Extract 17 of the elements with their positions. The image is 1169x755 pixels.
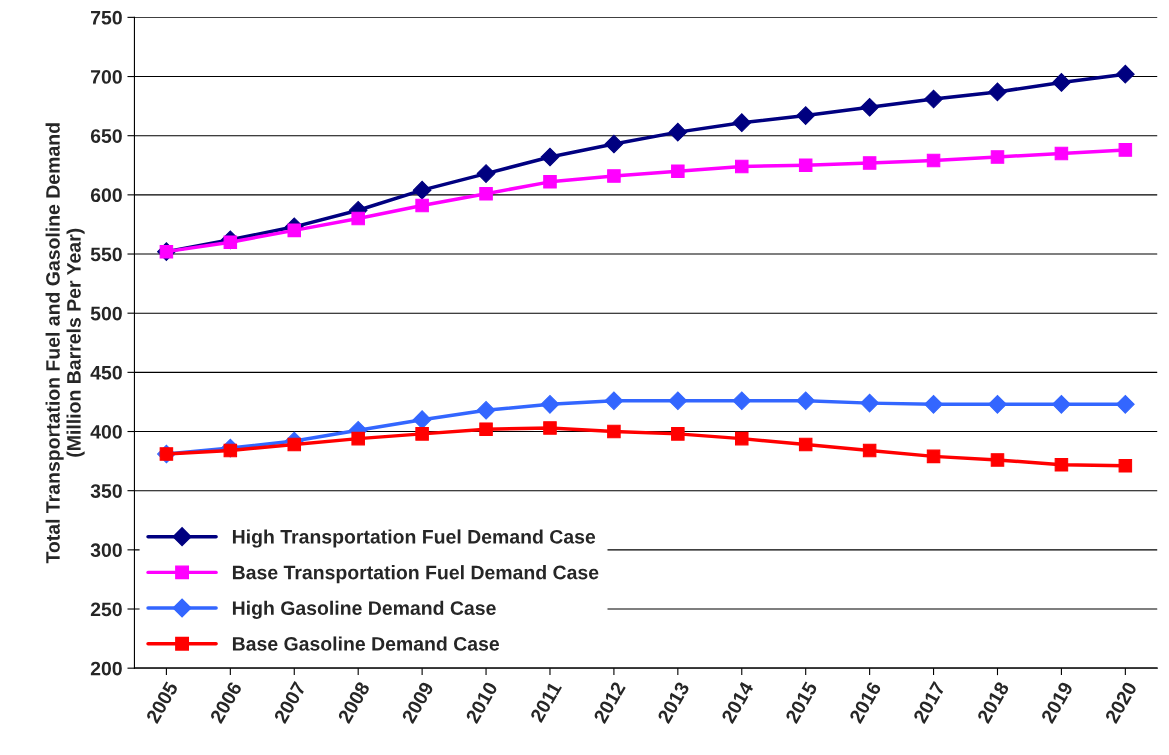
y-tick-label: 300 [90,543,122,558]
y-tick-label: 650 [90,129,122,143]
y-tick-label: 500 [90,306,122,321]
y-tick-label: 350 [90,484,122,498]
y-tick-label: 550 [90,247,122,262]
y-tick-label: 700 [91,70,122,84]
legend-label: High Transportation Fuel Demand Case [232,529,596,548]
legend-label: Base Transportation Fuel Demand Case [232,565,599,584]
y-tick-label: 200 [90,661,122,676]
y-tick-label: 450 [90,365,122,380]
y-tick-label: 750 [91,10,122,25]
y-tick-label: 400 [90,424,122,439]
y-axis-title: Total Transportation Fuel and Gasoline Demand (Million Barrels Per Year) [45,123,85,564]
y-tick-label: 250 [90,602,122,617]
legend-label: High Gasoline Demand Case [232,600,496,619]
y-tick-label: 600 [90,188,122,203]
legend-label: Base Gasoline Demand Case [232,636,500,651]
